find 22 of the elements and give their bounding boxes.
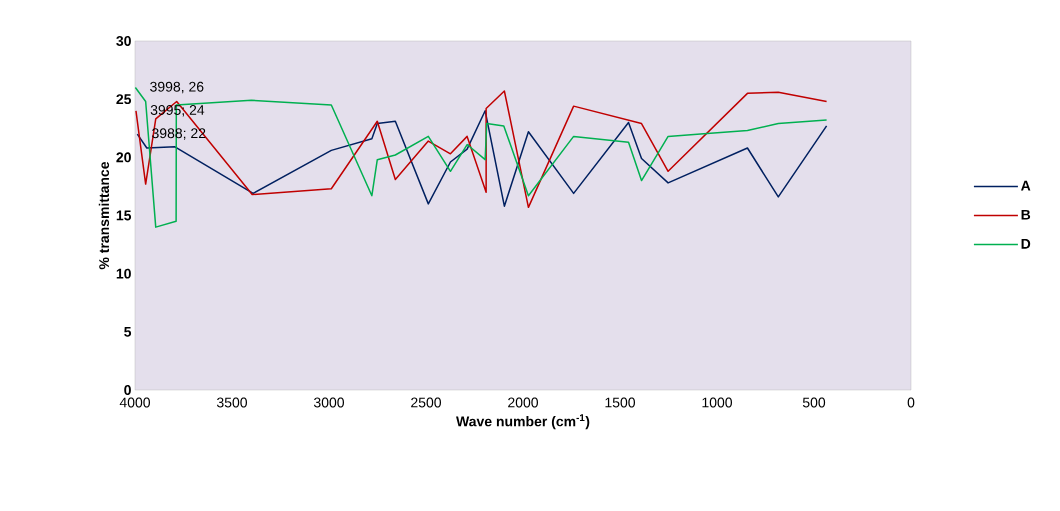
x-axis-title: Wave number (cm$^{-1}$) (456, 414, 590, 430)
legend-label: B (1021, 209, 1031, 220)
y-tick-label: 0 (124, 385, 131, 395)
x-tick-label: 1000 (702, 397, 733, 408)
x-tick-label: 500 (802, 397, 826, 408)
y-tick-label: 20 (116, 152, 131, 163)
x-tick-label: 0 (907, 397, 915, 408)
y-tick-label: 25 (116, 94, 132, 105)
x-tick-label: 3500 (216, 397, 248, 408)
y-tick-label: 15 (116, 210, 132, 221)
x-tick-label: 3000 (313, 397, 345, 408)
y-tick-label: 30 (116, 36, 131, 46)
y-tick-label: 5 (124, 326, 132, 337)
y-tick-label: 10 (116, 268, 131, 279)
x-tick-label: 2500 (411, 397, 442, 408)
annotation: 3998, 26 (150, 81, 204, 94)
legend-label: A (1021, 180, 1031, 191)
y-axis-title: % transmittance (98, 161, 110, 270)
legend-label: D (1021, 239, 1031, 249)
x-tick-label: 2000 (508, 397, 539, 408)
x-tick-label: 1500 (605, 397, 636, 408)
x-tick-label: 4000 (119, 397, 150, 408)
